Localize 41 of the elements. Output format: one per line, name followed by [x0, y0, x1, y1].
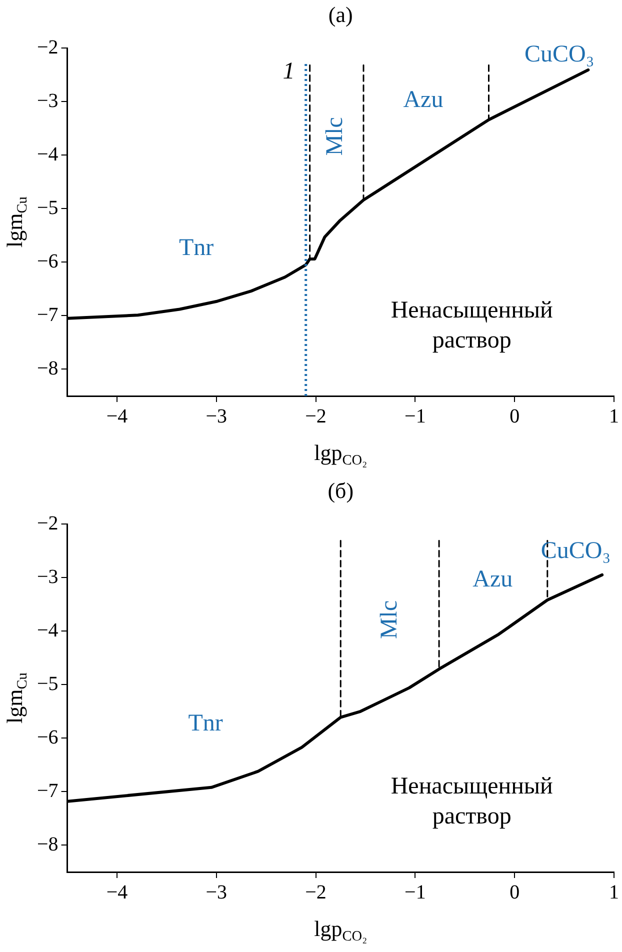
- y-tick-label: −8: [37, 833, 58, 856]
- x-tick-label: −2: [305, 881, 326, 904]
- y-axis-title: lgmCu: [2, 196, 30, 248]
- annotation: CuCO₃: [524, 41, 594, 68]
- x-tick-label: 0: [510, 405, 520, 428]
- y-tick-label: −8: [37, 357, 58, 380]
- annotation: Ненасыщенный раствор: [390, 774, 554, 830]
- annotation: Tnr: [178, 235, 214, 262]
- y-axis-title: lgmCu: [2, 672, 30, 724]
- y-tick-label: −4: [37, 143, 58, 166]
- annotation: CuCO₃: [540, 538, 611, 564]
- x-tick-label: −1: [404, 881, 426, 904]
- y-tick-label: −5: [37, 196, 58, 219]
- y-tick-label: −7: [37, 304, 58, 326]
- x-tick-label: −2: [305, 405, 326, 428]
- x-tick-label: 0: [510, 881, 520, 904]
- annotation: Mlc: [376, 600, 403, 640]
- chart-title: (б): [328, 478, 354, 503]
- annotation: Mlc: [322, 117, 348, 156]
- x-tick-label: −4: [106, 405, 128, 428]
- x-tick-label: −4: [106, 881, 128, 904]
- x-tick-label: −3: [206, 881, 228, 904]
- y-tick-label: −2: [37, 512, 58, 534]
- y-tick-label: −5: [37, 672, 58, 695]
- y-tick-label: −3: [37, 566, 58, 588]
- annotation: Ненасыщенный раствор: [390, 298, 554, 354]
- y-tick-label: −6: [37, 726, 58, 748]
- y-tick-label: −3: [37, 90, 58, 112]
- annotation: 1: [282, 58, 295, 85]
- annotation: Azu: [472, 566, 513, 593]
- annotation: Tnr: [188, 710, 223, 736]
- x-tick-label: 1: [609, 881, 619, 904]
- y-tick-label: −4: [37, 619, 58, 642]
- x-tick-label: −1: [404, 405, 426, 428]
- chart-title: (а): [328, 2, 353, 27]
- x-tick-label: 1: [609, 405, 619, 428]
- y-tick-label: −6: [37, 250, 58, 272]
- y-tick-label: −7: [37, 780, 58, 802]
- x-tick-label: −3: [206, 405, 228, 428]
- annotation: Azu: [403, 86, 444, 113]
- y-tick-label: −2: [37, 36, 58, 58]
